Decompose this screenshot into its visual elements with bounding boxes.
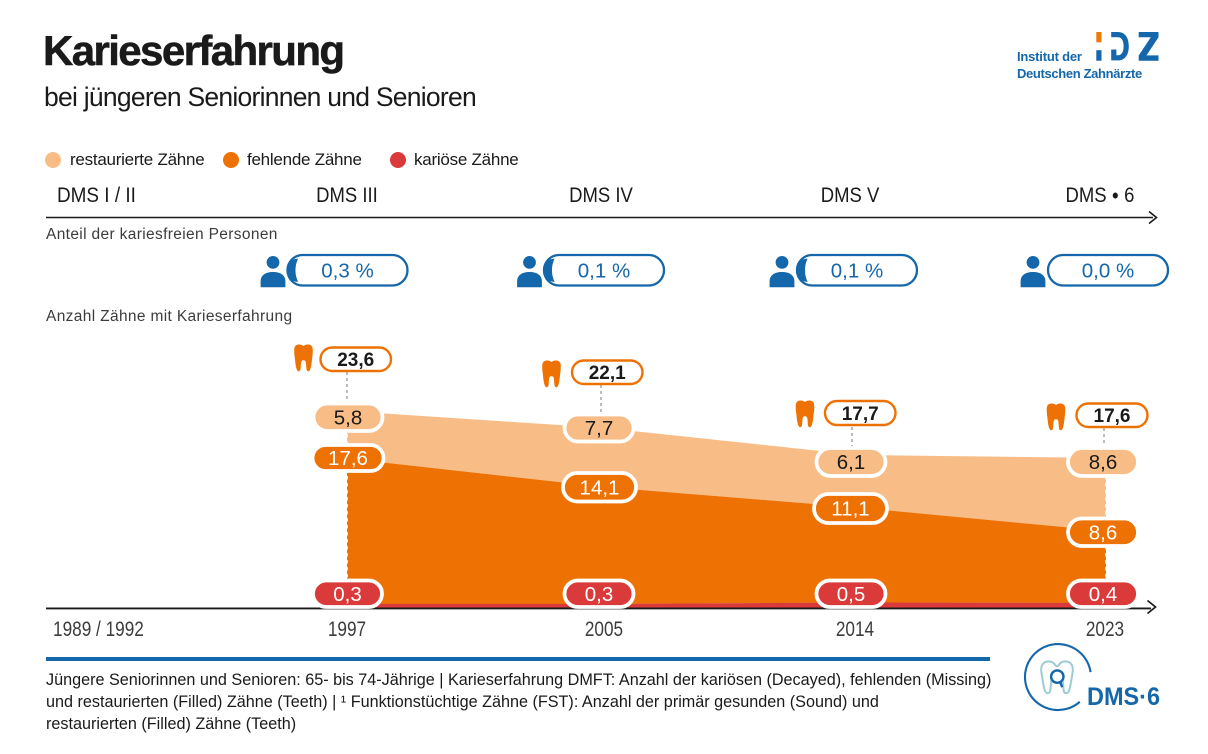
svg-text:0,3 %: 0,3 % [321,259,373,282]
svg-text:23,6: 23,6 [337,350,374,371]
svg-text:8,6: 8,6 [1089,451,1118,474]
svg-text:7,7: 7,7 [585,417,614,440]
svg-text:14,1: 14,1 [580,477,620,500]
svg-text:0,3: 0,3 [585,583,614,606]
svg-text:5,8: 5,8 [334,407,363,430]
svg-text:0,3: 0,3 [333,583,362,606]
svg-text:0,1 %: 0,1 % [578,259,630,282]
svg-text:DMS·6: DMS·6 [1087,683,1160,711]
svg-text:11,1: 11,1 [831,498,869,521]
svg-text:6,1: 6,1 [837,451,866,474]
svg-text:0,1 %: 0,1 % [831,259,883,282]
svg-text:Deutschen Zahnärzte: Deutschen Zahnärzte [1017,66,1142,81]
svg-text:0,5: 0,5 [837,583,866,606]
svg-text:22,1: 22,1 [589,363,626,384]
svg-text:0,4: 0,4 [1089,583,1118,606]
svg-text:17,6: 17,6 [1094,406,1131,427]
svg-text:0,0 %: 0,0 % [1082,259,1134,282]
svg-text:17,7: 17,7 [842,404,879,425]
svg-text:Institut der: Institut der [1017,49,1082,64]
svg-text:8,6: 8,6 [1089,522,1118,545]
svg-text:17,6: 17,6 [328,447,368,470]
